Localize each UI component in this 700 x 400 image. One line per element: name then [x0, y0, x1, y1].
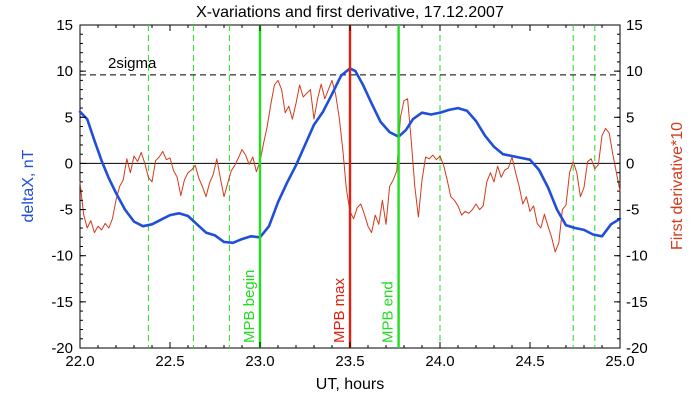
right-y-axis-title: First derivative*10 [669, 122, 686, 250]
left-y-tick-label-5: 5 [65, 109, 73, 126]
left-y-tick-label-7: 15 [56, 17, 73, 34]
dashed-vertical-lines [147, 25, 596, 348]
right-y-tick-label-4: 0 [626, 155, 634, 172]
threshold-label: 2sigma [108, 55, 157, 72]
left-y-tick-label-4: 0 [65, 155, 73, 172]
x-axis-title: UT, hours [316, 376, 384, 393]
x-tick-label-3: 23.5 [335, 353, 364, 370]
x-axis-ticks: 22.0 22.5 23.0 23.5 24.0 24.5 25.0 [65, 25, 635, 370]
marker-label-1: MPB max [331, 277, 348, 343]
x-tick-label-1: 22.5 [155, 353, 184, 370]
x-tick-label-5: 24.5 [515, 353, 544, 370]
right-y-axis-ticks: -20 -15 -10 -5 0 5 10 15 [614, 17, 648, 357]
left-y-tick-label-3: -5 [60, 202, 73, 219]
right-y-tick-label-6: 10 [626, 63, 643, 80]
x-tick-label-0: 22.0 [65, 353, 94, 370]
x-tick-label-4: 24.0 [425, 353, 454, 370]
right-y-tick-label-2: -10 [626, 248, 648, 265]
x-tick-label-6: 25.0 [605, 353, 634, 370]
right-y-tick-label-5: 5 [626, 109, 634, 126]
right-y-tick-label-0: -20 [626, 340, 648, 357]
left-y-tick-label-0: -20 [51, 340, 73, 357]
right-y-tick-label-1: -15 [626, 294, 648, 311]
left-y-axis-title: deltaX, nT [20, 149, 37, 222]
right-y-tick-label-3: -5 [626, 202, 639, 219]
marker-label-0: MPB begin [241, 270, 258, 343]
marker-label-2: MPB end [380, 281, 397, 343]
plot-area: 2sigma MPB begin MPB max MPB end [78, 24, 622, 349]
chart-title: X-variations and first derivative, 17.12… [196, 4, 504, 21]
right-y-tick-label-7: 15 [626, 17, 643, 34]
vertical-markers: MPB begin MPB max MPB end [241, 25, 400, 348]
left-y-tick-label-6: 10 [56, 63, 73, 80]
x-tick-label-2: 23.0 [245, 353, 274, 370]
left-y-tick-label-1: -15 [51, 294, 73, 311]
left-y-tick-label-2: -10 [51, 248, 73, 265]
left-y-axis-ticks: -20 -15 -10 -5 0 5 10 15 [51, 17, 86, 357]
